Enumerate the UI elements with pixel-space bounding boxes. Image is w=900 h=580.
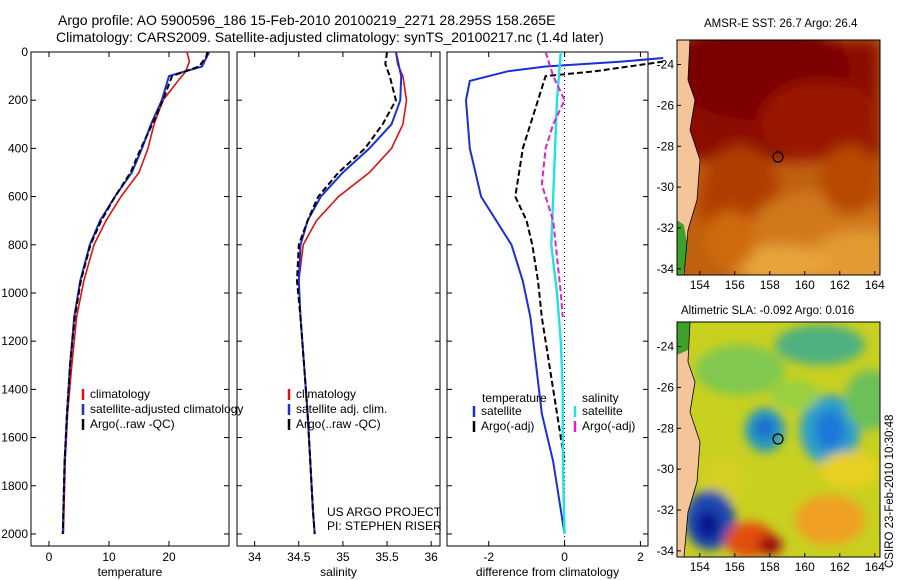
depth-tick-label: 0 xyxy=(21,45,28,59)
salinity-legend-label: Argo(..raw -QC) xyxy=(296,417,381,431)
sst-map-xtick-label: 162 xyxy=(830,278,850,292)
temperature-axes-frame xyxy=(30,51,230,547)
sla-map-ytick-label: -26 xyxy=(657,380,675,394)
sst-map-xtick-label: 158 xyxy=(760,278,780,292)
sla-map-ytick-label: -34 xyxy=(657,544,675,558)
sst-map-xtick-label: 156 xyxy=(725,278,745,292)
depth-tick-label: 1600 xyxy=(1,431,28,445)
difference-legend-label: satellite xyxy=(582,404,623,418)
difference-legend-label: Argo(-adj) xyxy=(481,419,534,433)
salinity-xtick-label: 34 xyxy=(248,550,262,564)
temperature-legend-label: climatology xyxy=(90,387,150,401)
project-annotation: US ARGO PROJECT xyxy=(327,505,442,519)
sst-map-ytick-label: -26 xyxy=(657,98,675,112)
difference-series-temperature-satellite xyxy=(464,57,664,535)
sst-map-ytick-label: -28 xyxy=(657,139,675,153)
difference-xtick-label: -2 xyxy=(483,550,494,564)
difference-legend-label: Argo(-adj) xyxy=(582,419,635,433)
salinity-xtick-label: 35.5 xyxy=(375,550,399,564)
salinity-legend-label: climatology xyxy=(296,387,356,401)
sla-map-ytick-label: -24 xyxy=(657,340,675,354)
difference-xlabel: difference from climatology xyxy=(476,565,619,579)
difference-series-temperature-argo xyxy=(514,60,664,462)
temperature-xtick-label: 20 xyxy=(162,550,176,564)
salinity-legend-label: satellite adj. clim. xyxy=(296,402,387,416)
salinity-series-satellite xyxy=(297,51,403,535)
legend-header-temperature: temperature xyxy=(482,391,547,405)
temperature-legend-label: Argo(..raw -QC) xyxy=(90,417,175,431)
salinity-axes-frame xyxy=(236,51,441,547)
sst-map-frame xyxy=(676,39,881,276)
sla-map-title: Altimetric SLA: -0.092 Argo: 0.016 xyxy=(681,305,855,317)
project-annotation: PI: STEPHEN RISER xyxy=(327,519,442,533)
depth-tick-label: 2000 xyxy=(1,527,28,541)
difference-xtick-label: 2 xyxy=(637,550,644,564)
sla-map-xtick-label: 156 xyxy=(725,560,745,574)
header-line-2: Climatology: CARS2009. Satellite-adjuste… xyxy=(56,29,604,45)
sla-map-ytick-label: -28 xyxy=(657,421,675,435)
sst-map-ytick-label: -32 xyxy=(657,221,675,235)
sla-map-xtick-label: 160 xyxy=(795,560,815,574)
salinity-xtick-label: 34.5 xyxy=(287,550,311,564)
sst-map-xtick-label: 164 xyxy=(865,278,885,292)
legend-header-salinity: salinity xyxy=(582,391,619,405)
salinity-xtick-label: 35 xyxy=(336,550,350,564)
depth-tick-label: 200 xyxy=(8,93,28,107)
header-line-1: Argo profile: AO 5900596_186 15-Feb-2010… xyxy=(58,12,556,28)
sla-map-frame xyxy=(676,321,881,558)
sst-map-xtick-label: 160 xyxy=(795,278,815,292)
depth-tick-label: 600 xyxy=(8,190,28,204)
sla-map-ytick-label: -30 xyxy=(657,462,675,476)
sla-map-xtick-label: 164 xyxy=(865,560,885,574)
sst-map-title: AMSR-E SST: 26.7 Argo: 26.4 xyxy=(704,18,858,30)
sla-argo-marker xyxy=(772,433,784,445)
depth-tick-label: 1000 xyxy=(1,286,28,300)
depth-tick-label: 1800 xyxy=(1,479,28,493)
sst-map-ytick-label: -34 xyxy=(657,262,675,276)
depth-tick-label: 1400 xyxy=(1,382,28,396)
sla-map-ytick-label: -32 xyxy=(657,503,675,517)
salinity-xlabel: salinity xyxy=(320,565,357,579)
sst-map-xtick-label: 154 xyxy=(690,278,710,292)
difference-legend-label: satellite xyxy=(481,404,522,418)
difference-axes-frame xyxy=(446,51,649,547)
sla-map-xtick-label: 162 xyxy=(830,560,850,574)
depth-tick-label: 1200 xyxy=(1,334,28,348)
sla-map-xtick-label: 154 xyxy=(690,560,710,574)
sst-argo-marker xyxy=(772,151,784,163)
depth-tick-label: 800 xyxy=(8,238,28,252)
temperature-series-argo xyxy=(61,51,209,535)
difference-xtick-label: 0 xyxy=(561,550,568,564)
temperature-xtick-label: 0 xyxy=(46,550,53,564)
sla-map xyxy=(677,322,880,557)
temperature-xtick-label: 10 xyxy=(102,550,116,564)
sst-map xyxy=(677,40,880,275)
sst-map-ytick-label: -30 xyxy=(657,180,675,194)
depth-tick-label: 400 xyxy=(8,141,28,155)
salinity-series-argo xyxy=(295,51,397,535)
sla-map-xtick-label: 158 xyxy=(760,560,780,574)
difference-series-salinity-satellite xyxy=(550,51,566,535)
sst-map-ytick-label: -24 xyxy=(657,58,675,72)
salinity-xtick-label: 36 xyxy=(424,550,438,564)
temperature-series-satellite xyxy=(61,51,211,535)
temperature-series-climatology xyxy=(62,51,191,535)
temperature-xlabel: temperature xyxy=(98,565,163,579)
temperature-legend-label: satellite-adjusted climatology xyxy=(90,402,243,416)
difference-series-salinity-argo xyxy=(540,51,566,318)
